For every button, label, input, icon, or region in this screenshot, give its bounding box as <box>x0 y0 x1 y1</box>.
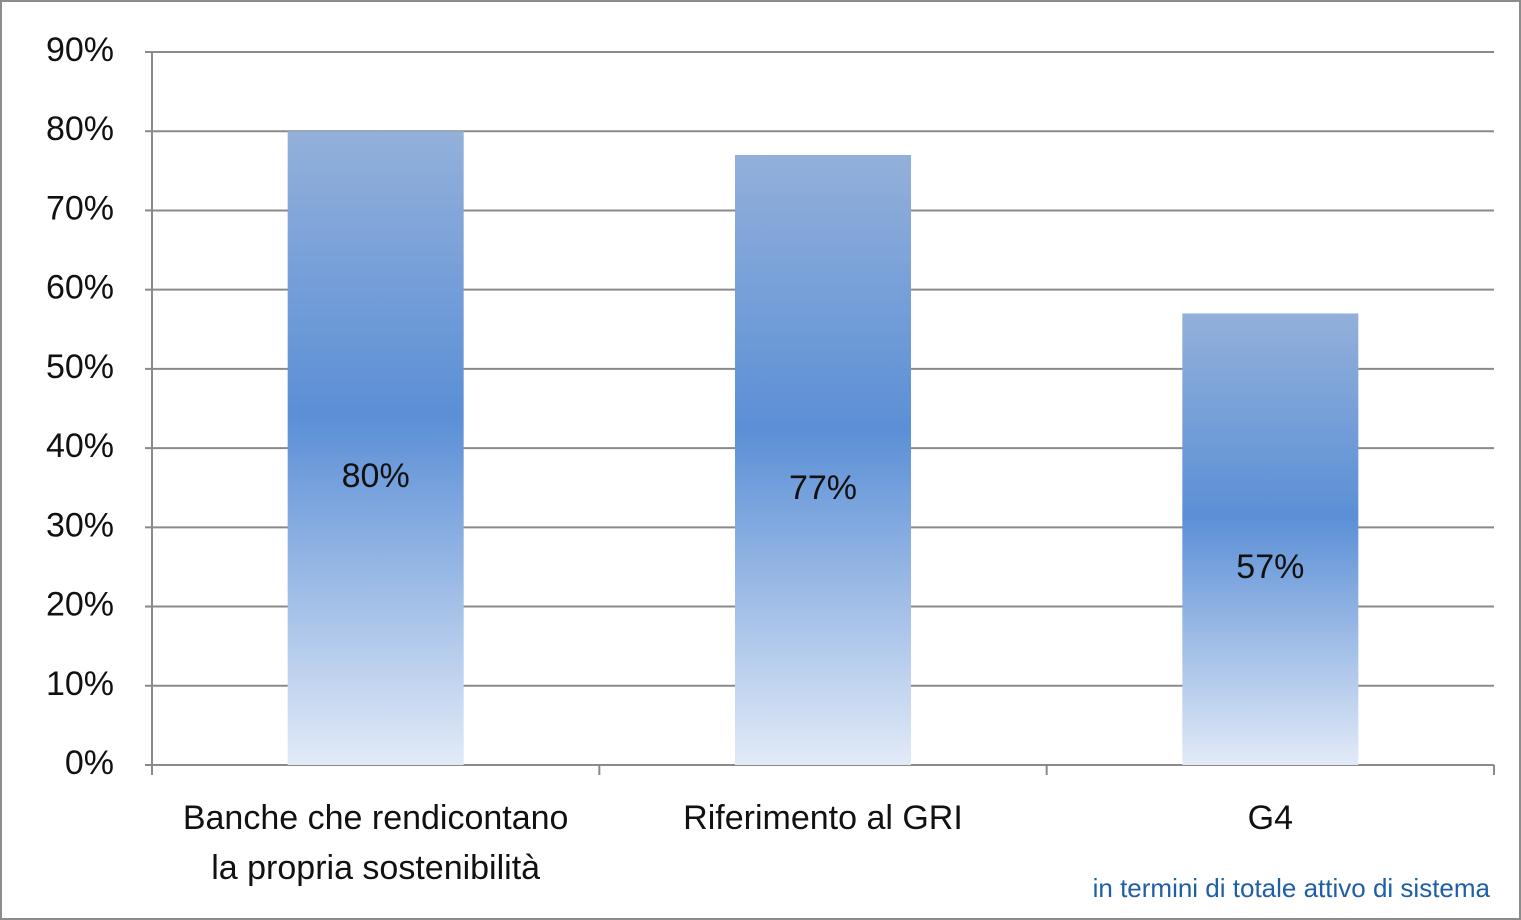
y-tick-label: 70% <box>46 189 114 227</box>
value-label: 77% <box>789 469 857 507</box>
y-tick-label: 90% <box>46 31 114 69</box>
annotation: in termini di totale attivo di sistema <box>1093 873 1491 903</box>
x-tick-label: G4 <box>1248 799 1293 837</box>
bar <box>1182 313 1359 765</box>
y-tick-label: 60% <box>46 269 114 307</box>
value-label: 57% <box>1236 548 1304 586</box>
y-tick-label: 30% <box>46 506 114 544</box>
y-tick-label: 80% <box>46 110 114 148</box>
x-tick-label: Banche che rendicontano la propria sosten… <box>183 799 569 887</box>
y-tick-label: 40% <box>46 427 114 465</box>
bar <box>287 131 464 765</box>
bar <box>735 154 911 765</box>
y-tick-label: 50% <box>46 348 114 386</box>
value-label: 80% <box>342 457 410 495</box>
x-tick-label: Riferimento al GRI <box>683 799 963 837</box>
y-tick-label: 0% <box>65 744 114 782</box>
y-tick-label: 10% <box>46 665 114 703</box>
y-tick-label: 20% <box>46 586 114 624</box>
